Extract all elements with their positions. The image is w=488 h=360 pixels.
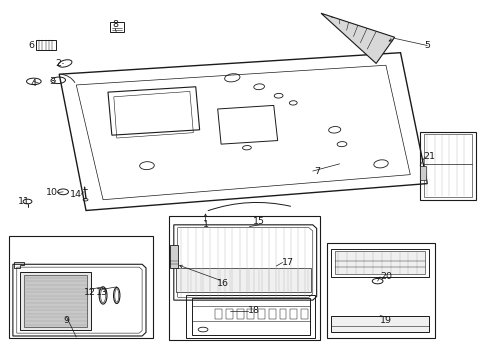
Bar — [170, 244, 177, 268]
Bar — [258, 309, 264, 319]
Bar — [110, 22, 124, 32]
Text: 10: 10 — [46, 188, 58, 197]
Text: 12: 12 — [83, 288, 95, 297]
Bar — [36, 40, 56, 50]
Bar — [168, 216, 320, 339]
Bar — [215, 309, 222, 319]
Text: 9: 9 — [63, 316, 69, 325]
Text: 5: 5 — [424, 41, 429, 50]
Text: 17: 17 — [282, 258, 294, 267]
Bar — [419, 166, 425, 180]
Bar — [330, 249, 428, 277]
Bar — [24, 275, 87, 327]
Text: 20: 20 — [379, 272, 391, 281]
Text: 14: 14 — [70, 190, 82, 199]
Polygon shape — [321, 13, 394, 63]
Bar — [334, 251, 425, 274]
Bar — [279, 309, 286, 319]
Bar — [176, 267, 310, 292]
Text: 18: 18 — [248, 306, 260, 315]
Text: 21: 21 — [423, 152, 435, 161]
Bar — [290, 309, 297, 319]
Text: 13: 13 — [96, 288, 108, 297]
Bar — [236, 309, 243, 319]
Text: 6: 6 — [28, 41, 34, 50]
Text: 2: 2 — [55, 59, 61, 68]
Text: 3: 3 — [49, 77, 55, 86]
Bar — [268, 309, 275, 319]
Text: 15: 15 — [253, 217, 264, 226]
Text: 19: 19 — [379, 316, 391, 325]
Text: 4: 4 — [31, 79, 37, 88]
Bar — [185, 296, 315, 338]
Bar — [9, 235, 153, 338]
Text: 1: 1 — [202, 220, 208, 229]
Text: 7: 7 — [314, 167, 320, 176]
Bar — [247, 309, 254, 319]
Bar — [330, 316, 428, 332]
Text: 8: 8 — [112, 19, 118, 28]
Bar — [301, 309, 307, 319]
Bar — [20, 272, 91, 330]
Bar — [225, 309, 232, 319]
Text: 11: 11 — [18, 197, 30, 206]
Bar — [327, 243, 434, 338]
Text: 16: 16 — [216, 279, 228, 288]
